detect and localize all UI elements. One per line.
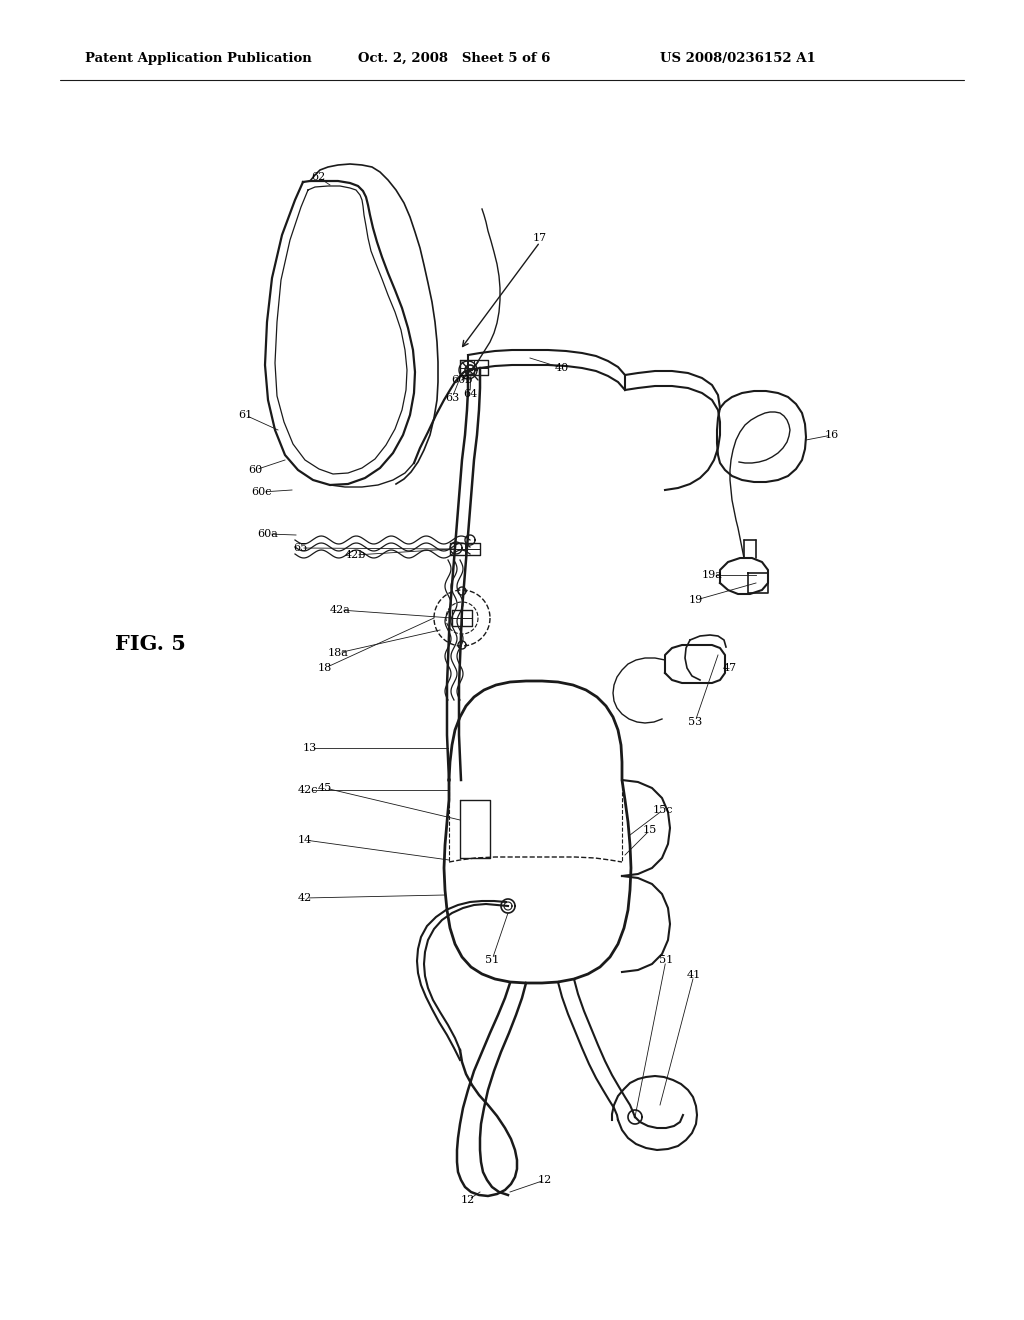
Text: 17: 17 — [532, 234, 547, 243]
Text: 19a: 19a — [701, 570, 723, 579]
Text: 65: 65 — [293, 543, 307, 553]
Text: 16: 16 — [825, 430, 839, 440]
Text: FIG. 5: FIG. 5 — [115, 634, 186, 653]
Text: 19: 19 — [689, 595, 703, 605]
Text: 14: 14 — [298, 836, 312, 845]
Text: 42c: 42c — [298, 785, 318, 795]
Text: 53: 53 — [688, 717, 702, 727]
Text: 42: 42 — [298, 894, 312, 903]
Text: 15: 15 — [643, 825, 657, 836]
Text: 15c: 15c — [652, 805, 673, 814]
Text: 45: 45 — [317, 783, 332, 793]
Text: 47: 47 — [723, 663, 737, 673]
Text: 60: 60 — [248, 465, 262, 475]
Text: 60c: 60c — [252, 487, 272, 498]
Text: Oct. 2, 2008   Sheet 5 of 6: Oct. 2, 2008 Sheet 5 of 6 — [358, 51, 550, 65]
Text: 60a: 60a — [258, 529, 279, 539]
Text: 64: 64 — [463, 389, 477, 399]
Text: 18a: 18a — [328, 648, 348, 657]
Text: 51: 51 — [658, 954, 673, 965]
Text: 18: 18 — [317, 663, 332, 673]
Text: 42a: 42a — [330, 605, 350, 615]
Text: 63: 63 — [444, 393, 459, 403]
Text: 13: 13 — [303, 743, 317, 752]
Text: 42b: 42b — [344, 550, 366, 560]
Text: US 2008/0236152 A1: US 2008/0236152 A1 — [660, 51, 816, 65]
Text: 41: 41 — [687, 970, 701, 979]
Text: 12: 12 — [538, 1175, 552, 1185]
Text: Patent Application Publication: Patent Application Publication — [85, 51, 311, 65]
Text: 12: 12 — [461, 1195, 475, 1205]
Text: 62: 62 — [311, 172, 326, 182]
Text: 40: 40 — [555, 363, 569, 374]
Text: 61: 61 — [238, 411, 252, 420]
Text: 51: 51 — [485, 954, 499, 965]
Text: 60b: 60b — [452, 375, 473, 385]
